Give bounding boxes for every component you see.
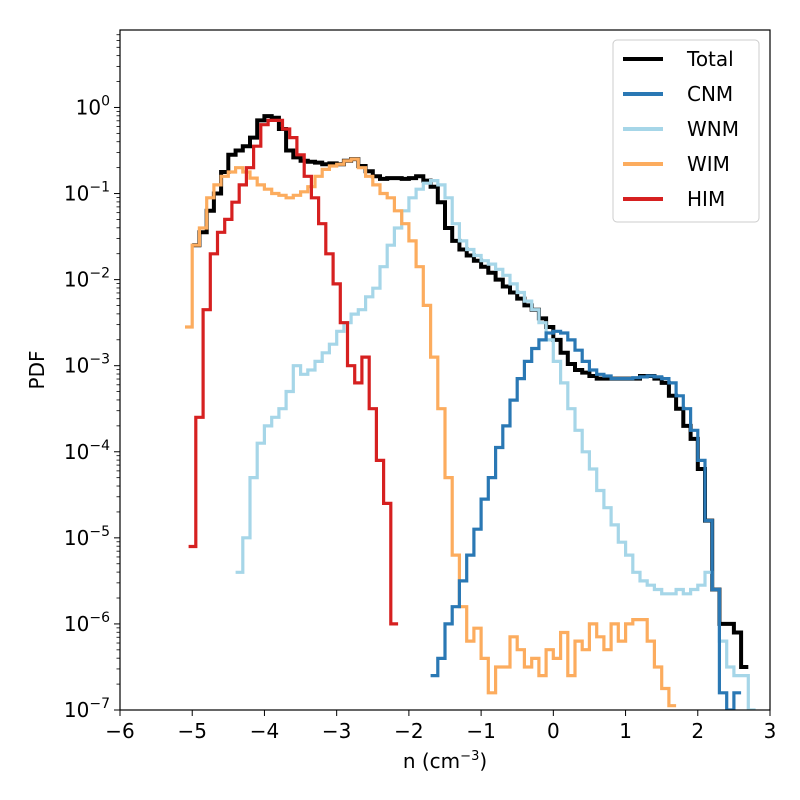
legend-label-total: Total bbox=[686, 47, 734, 71]
x-tick-label: 2 bbox=[691, 719, 704, 743]
x-tick-label: 3 bbox=[764, 719, 777, 743]
legend-label-him: HIM bbox=[687, 187, 725, 211]
y-tick-label: 10−4 bbox=[64, 438, 110, 464]
legend-label-wnm: WNM bbox=[687, 117, 739, 141]
series-line-wim bbox=[185, 157, 677, 708]
legend-box bbox=[612, 39, 760, 223]
x-tick-label: −5 bbox=[177, 719, 206, 743]
y-tick-label: 10−3 bbox=[64, 352, 110, 378]
x-axis-label: n (cm−3) bbox=[403, 749, 487, 773]
legend: Total CNM WNM WIM HIM bbox=[612, 39, 760, 223]
y-tick-label: 10−6 bbox=[64, 610, 110, 636]
legend-label-cnm: CNM bbox=[687, 82, 733, 106]
series-line-him bbox=[188, 118, 399, 626]
x-tick-label: −3 bbox=[322, 719, 351, 743]
x-tick-label: −6 bbox=[105, 719, 134, 743]
y-tick-label: 10−7 bbox=[64, 696, 110, 722]
y-tick-label: 10−1 bbox=[64, 180, 110, 206]
y-tick-label: 100 bbox=[76, 93, 110, 119]
series-line-cnm bbox=[430, 329, 742, 710]
x-tick-label: 1 bbox=[619, 719, 632, 743]
y-tick-label: 10−2 bbox=[64, 266, 110, 292]
x-tick-label: −2 bbox=[394, 719, 423, 743]
x-tick-label: 0 bbox=[547, 719, 560, 743]
series-layer bbox=[185, 114, 756, 710]
tick-labels: −6 −5 −4 −3 −2 −1 0 1 2 3 100 10−1 10−2 10−3 10−4 10−5 1… bbox=[64, 93, 776, 743]
x-tick-label: −1 bbox=[466, 719, 495, 743]
y-tick-label: 10−5 bbox=[64, 524, 110, 550]
plot-frame bbox=[119, 29, 771, 711]
y-axis-label: PDF bbox=[25, 351, 49, 390]
series-line-wnm bbox=[235, 179, 756, 710]
legend-label-wim: WIM bbox=[687, 152, 730, 176]
x-tick-label: −4 bbox=[250, 719, 279, 743]
